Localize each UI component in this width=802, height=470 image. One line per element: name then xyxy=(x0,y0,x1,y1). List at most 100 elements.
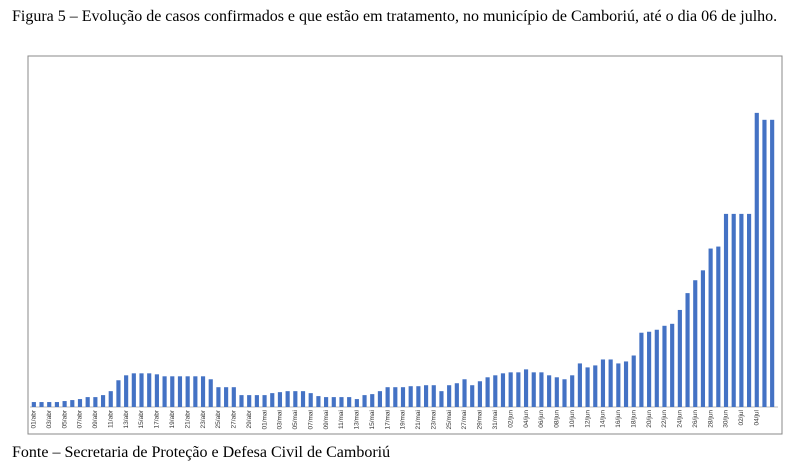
bar xyxy=(700,270,706,407)
x-tick-label: 17/abr xyxy=(154,409,161,428)
bar xyxy=(754,112,759,407)
bar xyxy=(662,325,667,407)
bar xyxy=(247,395,252,407)
bar xyxy=(431,385,436,407)
x-tick-label: 11/abr xyxy=(107,409,114,428)
bar xyxy=(400,387,406,407)
bar xyxy=(423,385,429,407)
bar xyxy=(623,361,629,407)
bar xyxy=(162,376,167,407)
x-tick-label: 10/jun xyxy=(569,410,576,428)
chart-title: Figura 5 – Evolução de casos confirmados… xyxy=(12,8,778,25)
bar xyxy=(531,372,536,407)
bar xyxy=(693,280,698,407)
x-tick-label: 21/abr xyxy=(184,409,191,428)
x-tick-label: 20/jun xyxy=(646,410,653,428)
bar xyxy=(47,402,52,407)
x-tick-label: 05/mai xyxy=(292,410,299,430)
x-tick-label: 27/abr xyxy=(231,409,238,428)
x-tick-label: 09/mai xyxy=(323,410,330,430)
x-tick-label: 02/jul xyxy=(738,409,745,425)
x-tick-label: 26/jun xyxy=(692,410,699,428)
x-tick-label: 31/mai xyxy=(492,410,499,430)
bar xyxy=(554,377,559,407)
bar xyxy=(362,395,367,407)
chart-border xyxy=(27,55,783,435)
bar xyxy=(677,309,682,407)
x-tick-label: 30/jun xyxy=(723,410,730,428)
bar xyxy=(631,355,636,407)
x-tick-label: 08/jun xyxy=(554,410,561,428)
x-tick-label: 04/jul xyxy=(753,409,760,425)
bar xyxy=(193,376,198,407)
bar xyxy=(254,395,259,407)
x-tick-label: 18/jun xyxy=(630,410,637,428)
bar xyxy=(293,391,298,407)
bar xyxy=(577,363,582,407)
bar xyxy=(485,377,490,407)
x-tick-label: 03/abr xyxy=(46,409,53,428)
x-tick-label: 13/mai xyxy=(354,410,361,430)
bar xyxy=(85,397,90,407)
bar xyxy=(216,387,221,407)
source-note: Fonte – Secretaria de Proteção e Defesa … xyxy=(12,444,391,461)
bar xyxy=(277,392,283,407)
bar xyxy=(154,374,159,407)
bar xyxy=(239,395,244,407)
bar xyxy=(600,359,606,407)
bar xyxy=(547,375,552,407)
bar xyxy=(308,393,313,407)
bar xyxy=(39,402,44,407)
bar xyxy=(124,375,129,407)
x-tick-label: 23/mai xyxy=(430,410,437,430)
bar xyxy=(685,293,690,407)
bar xyxy=(539,372,544,407)
x-tick-label: 19/mai xyxy=(400,410,407,430)
bar xyxy=(100,395,106,407)
bar xyxy=(116,380,121,407)
bar xyxy=(523,369,529,407)
bar xyxy=(739,213,744,407)
x-tick-label: 19/abr xyxy=(169,409,176,428)
bar xyxy=(393,387,398,407)
bar xyxy=(170,376,175,407)
x-tick-label: 15/abr xyxy=(138,409,145,428)
x-tick-label: 27/mai xyxy=(461,410,468,430)
bar xyxy=(54,402,59,407)
bar xyxy=(331,397,336,407)
bar xyxy=(177,376,183,407)
x-tick-label: 29/abr xyxy=(246,409,253,428)
bar xyxy=(285,391,290,407)
bar xyxy=(70,400,75,407)
x-tick-label: 25/abr xyxy=(215,409,222,428)
bar xyxy=(585,367,590,407)
x-tick-label: 11/mai xyxy=(338,410,345,429)
x-tick-label: 13/abr xyxy=(123,409,130,428)
bar xyxy=(454,383,459,407)
x-tick-label: 03/mai xyxy=(277,410,284,430)
bar xyxy=(224,387,229,407)
bar xyxy=(262,395,267,407)
bar xyxy=(147,373,152,407)
bar xyxy=(447,385,452,407)
x-tick-label: 04/jun xyxy=(523,410,530,428)
bar xyxy=(570,375,575,407)
bar xyxy=(654,329,659,407)
bar xyxy=(670,323,675,407)
bar xyxy=(370,394,375,407)
x-tick-label: 24/jun xyxy=(677,410,684,428)
bar xyxy=(516,372,521,407)
bar xyxy=(377,391,383,407)
bar xyxy=(647,331,652,407)
x-tick-label: 01/mai xyxy=(261,410,268,430)
bar xyxy=(77,399,83,407)
x-tick-label: 29/mai xyxy=(477,410,484,430)
bar xyxy=(62,401,67,407)
x-tick-label: 25/mai xyxy=(446,410,453,430)
bar xyxy=(385,387,390,407)
x-tick-label: 05/abr xyxy=(61,409,68,428)
bar xyxy=(500,373,506,407)
bar xyxy=(93,397,98,407)
x-tick-label: 01/abr xyxy=(31,409,38,428)
